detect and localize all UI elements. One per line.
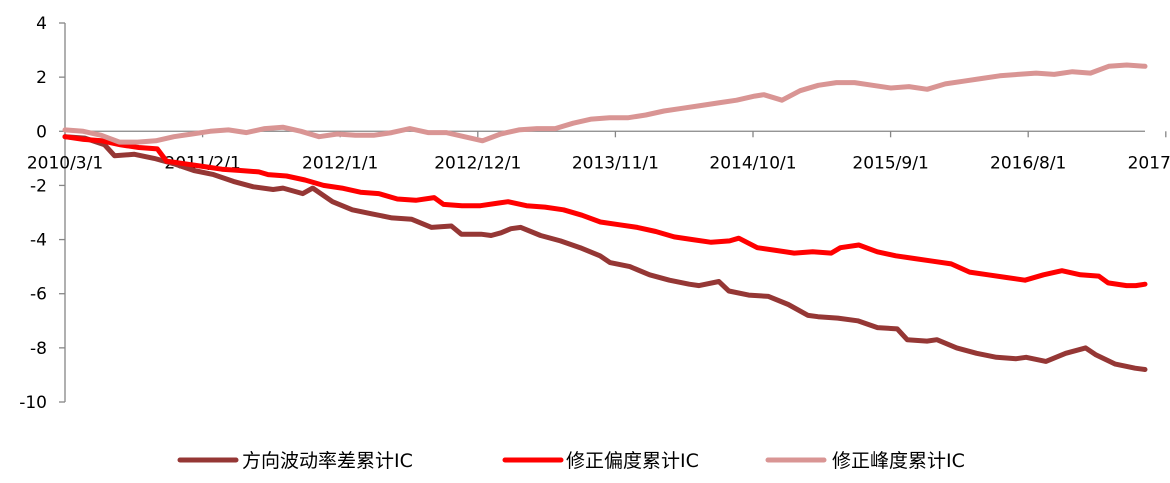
y-axis-ticks: 4 2 0 -2 -4 -6 -8 -10	[19, 14, 65, 413]
legend-item: 修正峰度累计IC	[765, 450, 965, 472]
series-line-2	[62, 134, 1148, 289]
y-tick-label: -10	[19, 393, 47, 413]
x-tick-label: 2010/3/1	[27, 153, 103, 173]
x-tick-label: 2012/12/1	[434, 153, 521, 173]
y-tick-label: 4	[36, 14, 47, 34]
legend-label: 修正偏度累计IC	[566, 450, 699, 472]
legend-label: 修正峰度累计IC	[832, 450, 965, 472]
y-tick-label: -4	[30, 231, 47, 251]
series-line-1	[62, 134, 1148, 372]
legend: 方向波动率差累计IC 修正偏度累计IC 修正峰度累计IC	[177, 450, 965, 472]
y-tick-label: 2	[36, 68, 47, 88]
y-tick-label: -6	[30, 285, 47, 305]
x-tick-label: 2017/7/1	[1128, 153, 1170, 173]
series-lines	[62, 62, 1148, 372]
series-line-3	[62, 62, 1148, 145]
x-tick-label: 2012/1/1	[302, 153, 378, 173]
x-tick-label: 2014/10/1	[709, 153, 796, 173]
x-tick-label: 2015/9/1	[852, 153, 928, 173]
y-tick-label: -2	[30, 176, 47, 196]
y-tick-label: -8	[30, 339, 47, 359]
x-tick-label: 2013/11/1	[572, 153, 659, 173]
legend-item: 修正偏度累计IC	[502, 450, 699, 472]
x-axis-ticks: 2010/3/1 2011/2/1 2012/1/1 2012/12/1 2013/11…	[27, 131, 1170, 173]
legend-item: 方向波动率差累计IC	[177, 450, 413, 472]
y-tick-label: 0	[36, 122, 47, 142]
legend-label: 方向波动率差累计IC	[242, 450, 413, 472]
x-tick-label: 2016/8/1	[990, 153, 1066, 173]
